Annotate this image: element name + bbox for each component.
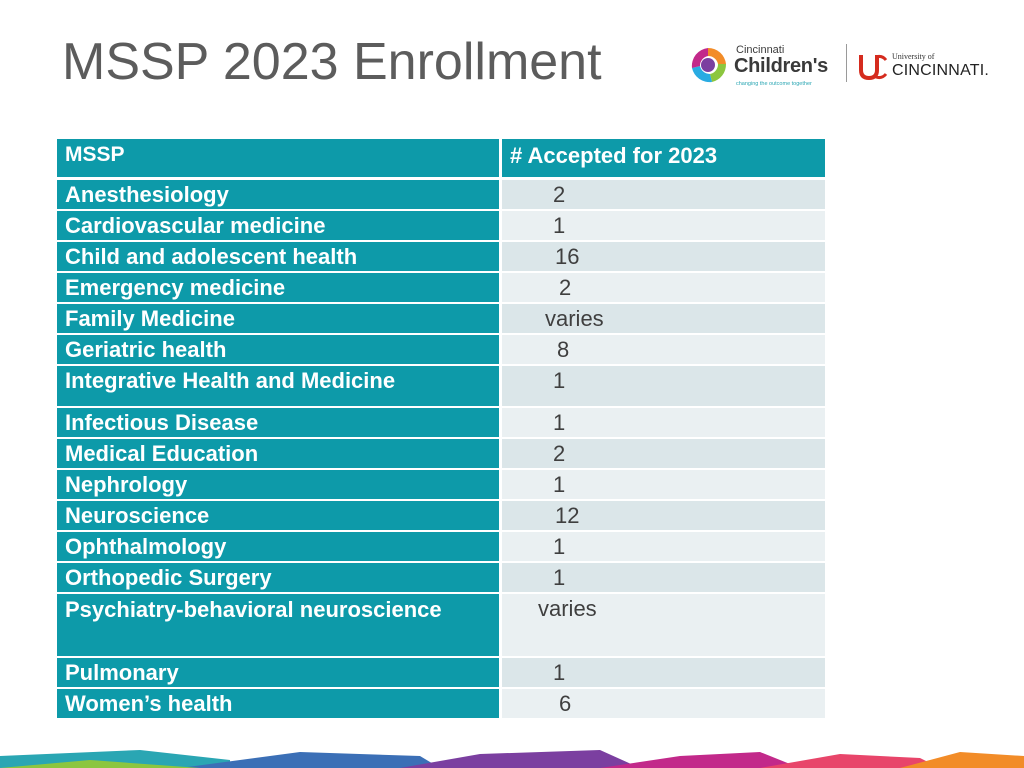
table-row: Geriatric health 8 [57, 335, 825, 364]
accepted-count-cell: 1 [502, 658, 825, 687]
column-header-mssp: MSSP [57, 139, 499, 177]
program-name-cell: Medical Education [57, 439, 499, 468]
logo-text-childrens: Children's [734, 55, 828, 77]
logo-tagline: changing the outcome together [736, 81, 812, 87]
program-name-cell: Nephrology [57, 470, 499, 499]
table-row: Women’s health 6 [57, 689, 825, 718]
program-name-cell: Emergency medicine [57, 273, 499, 302]
accepted-count-cell: varies [502, 304, 825, 333]
table-row: Cardiovascular medicine 1 [57, 211, 825, 240]
table-row: Medical Education 2 [57, 439, 825, 468]
enrollment-table: MSSP # Accepted for 2023 Anesthesiology 2… [57, 139, 825, 720]
logo-text-university-of: University of [892, 52, 935, 61]
program-name-cell: Orthopedic Surgery [57, 563, 499, 592]
table-row: Ophthalmology 1 [57, 532, 825, 561]
program-name-cell: Pulmonary [57, 658, 499, 687]
table-body: Anesthesiology 2 Cardiovascular medicine 1 C… [57, 180, 825, 718]
accepted-count-cell: 2 [502, 273, 825, 302]
program-name-cell: Cardiovascular medicine [57, 211, 499, 240]
accepted-count-cell: 1 [502, 366, 825, 406]
table-row: Infectious Disease 1 [57, 408, 825, 437]
accepted-count-cell: 1 [502, 563, 825, 592]
table-row: Nephrology 1 [57, 470, 825, 499]
accepted-count-cell: 16 [502, 242, 825, 271]
table-row: Anesthesiology 2 [57, 180, 825, 209]
logo-text-cincinnati: Cincinnati [736, 44, 785, 56]
program-name-cell: Women’s health [57, 689, 499, 718]
program-name-cell: Infectious Disease [57, 408, 499, 437]
table-header-row: MSSP # Accepted for 2023 [57, 139, 825, 177]
cincinnati-childrens-logo: Cincinnati Children's changing the outco… [690, 40, 830, 92]
page-title: MSSP 2023 Enrollment [62, 33, 602, 91]
accepted-count-cell: 1 [502, 470, 825, 499]
accepted-count-cell: 2 [502, 180, 825, 209]
table-row: Neuroscience 12 [57, 501, 825, 530]
uc-monogram-icon [859, 54, 888, 80]
logo-divider [846, 44, 847, 82]
accepted-count-cell: 8 [502, 335, 825, 364]
university-of-cincinnati-logo: University of CINCINNATI. [858, 48, 998, 84]
table-row: Orthopedic Surgery 1 [57, 563, 825, 592]
accepted-count-cell: 1 [502, 532, 825, 561]
program-name-cell: Integrative Health and Medicine [57, 366, 499, 406]
table-row: Psychiatry-behavioral neuroscience varies [57, 594, 825, 656]
table-row: Pulmonary 1 [57, 658, 825, 687]
program-name-cell: Family Medicine [57, 304, 499, 333]
column-header-accepted: # Accepted for 2023 [502, 139, 825, 177]
program-name-cell: Geriatric health [57, 335, 499, 364]
program-name-cell: Psychiatry-behavioral neuroscience [57, 594, 499, 656]
accepted-count-cell: 1 [502, 211, 825, 240]
childrens-logo-mark-icon [691, 47, 727, 83]
program-name-cell: Anesthesiology [57, 180, 499, 209]
accepted-count-cell: 2 [502, 439, 825, 468]
table-row: Integrative Health and Medicine 1 [57, 366, 825, 406]
accepted-count-cell: 6 [502, 689, 825, 718]
program-name-cell: Neuroscience [57, 501, 499, 530]
accepted-count-cell: varies [502, 594, 825, 656]
accepted-count-cell: 12 [502, 501, 825, 530]
table-row: Emergency medicine 2 [57, 273, 825, 302]
accepted-count-cell: 1 [502, 408, 825, 437]
program-name-cell: Child and adolescent health [57, 242, 499, 271]
table-row: Family Medicine varies [57, 304, 825, 333]
table-row: Child and adolescent health 16 [57, 242, 825, 271]
program-name-cell: Ophthalmology [57, 532, 499, 561]
decorative-footer-stripe [0, 750, 1024, 768]
logo-text-cincinnati-uc: CINCINNATI. [892, 62, 990, 79]
